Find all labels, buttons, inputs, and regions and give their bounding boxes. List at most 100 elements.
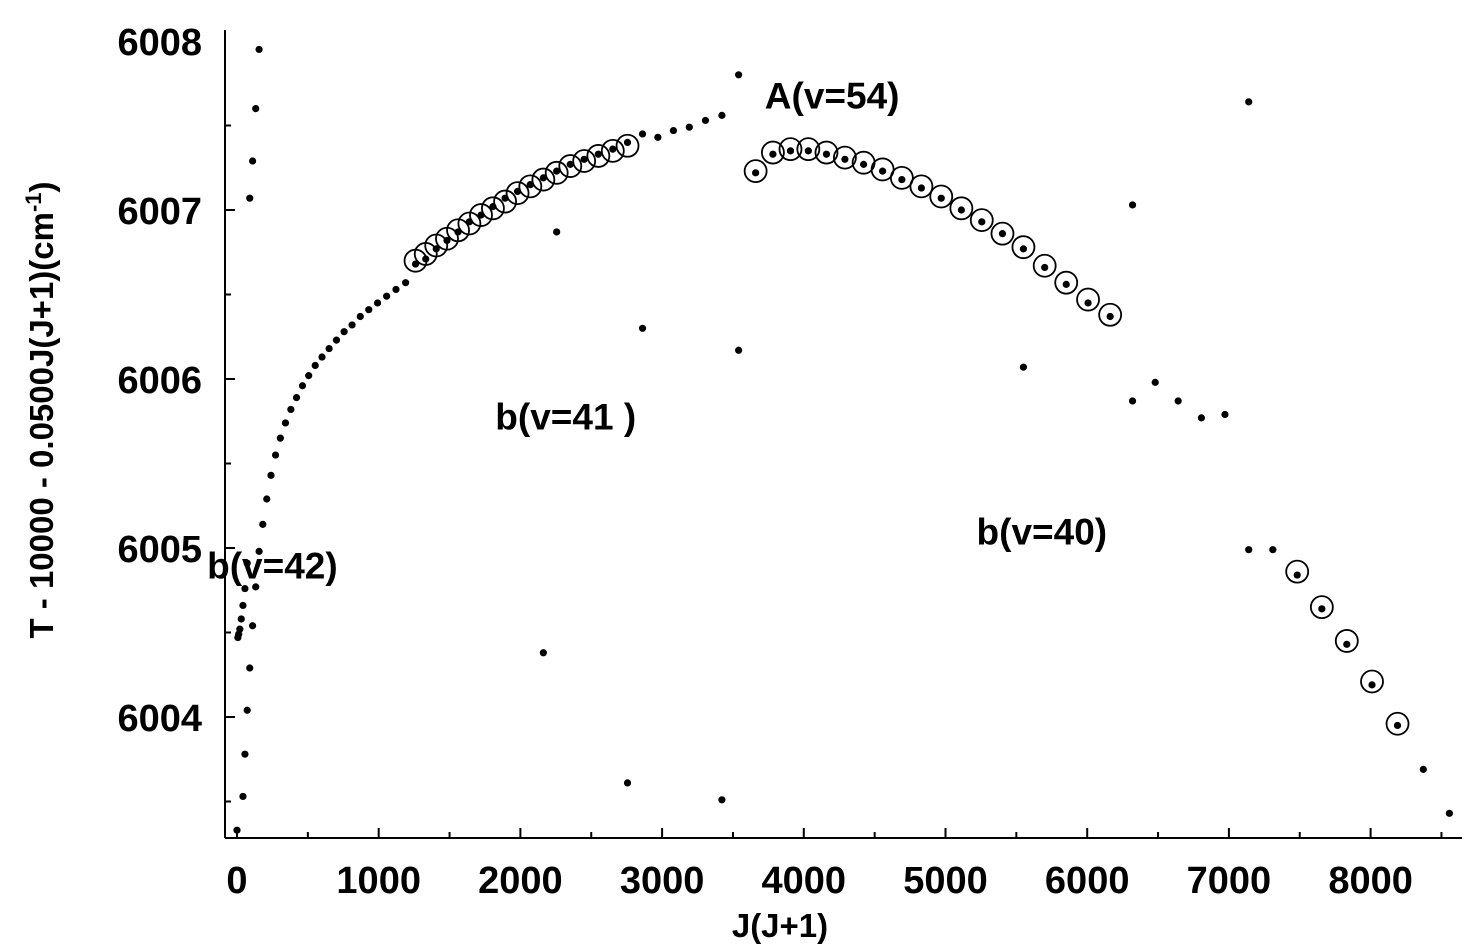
circled-point — [531, 167, 556, 192]
data-point — [298, 382, 307, 390]
circled-point — [761, 140, 785, 165]
data-point — [340, 328, 348, 336]
data-point — [1174, 397, 1182, 405]
x-tick-labels: 0 1000 2000 3000 4000 5000 6000 7000 8000 — [226, 860, 1412, 902]
data-point — [392, 285, 400, 294]
data-point — [365, 306, 373, 314]
circled-point — [1054, 270, 1079, 295]
data-point — [1445, 809, 1453, 817]
circled-point — [796, 137, 821, 162]
data-point — [237, 615, 245, 623]
dot-series — [233, 45, 1453, 834]
data-point — [654, 133, 662, 141]
data-point — [566, 160, 574, 168]
circled-point — [909, 174, 934, 199]
y-axis-title-superscript: -1 — [21, 192, 46, 212]
y-tick-label: 6006 — [117, 360, 202, 402]
data-point — [553, 167, 561, 175]
circled-point — [469, 203, 493, 227]
data-point — [1062, 280, 1070, 288]
data-point — [246, 664, 254, 672]
data-point — [241, 750, 249, 758]
annotation-label: b(v=41 ) — [495, 397, 636, 438]
data-point — [752, 169, 760, 177]
data-point — [638, 324, 647, 332]
data-point — [957, 206, 965, 214]
circled-point — [1032, 253, 1057, 278]
data-point — [239, 601, 247, 610]
data-point — [1245, 98, 1253, 106]
axis-ticks — [225, 124, 1443, 838]
circle-series — [403, 133, 1410, 736]
data-point — [373, 299, 382, 307]
x-tick-label: 6000 — [1045, 860, 1130, 902]
circled-point — [1360, 669, 1384, 694]
circled-point — [505, 181, 530, 206]
circled-point — [990, 221, 1015, 246]
x-tick-label: 7000 — [1187, 860, 1272, 902]
data-point — [248, 622, 257, 630]
circled-point — [743, 159, 768, 184]
annotation-label: b(v=42) — [207, 545, 338, 586]
x-tick-label: 4000 — [762, 860, 847, 902]
plot-frame — [224, 30, 1462, 839]
data-point — [878, 167, 887, 175]
x-tick-label: 2000 — [478, 860, 563, 902]
data-point — [623, 779, 632, 787]
data-point — [594, 150, 602, 158]
data-point — [252, 583, 260, 591]
y-axis-title-main: T - 10000 - 0.0500J(J+1)(cm — [23, 212, 60, 639]
circled-point — [1076, 287, 1100, 312]
data-point — [701, 116, 710, 125]
data-point — [1019, 245, 1028, 253]
data-point — [718, 796, 726, 804]
data-point — [937, 194, 945, 202]
data-point — [263, 495, 271, 503]
data-point — [539, 174, 547, 182]
circled-point — [969, 208, 994, 233]
data-point — [669, 126, 678, 135]
data-point — [243, 706, 251, 714]
data-point — [1197, 414, 1206, 422]
data-point — [332, 336, 341, 344]
data-point — [1151, 378, 1159, 386]
circled-point — [814, 140, 839, 165]
data-point — [246, 194, 254, 202]
data-point — [259, 520, 267, 528]
x-axis-title: J(J+1) — [732, 907, 828, 944]
data-point — [271, 451, 280, 459]
data-point — [348, 321, 356, 329]
circled-point — [572, 149, 597, 173]
circled-point — [949, 196, 974, 221]
data-point — [1368, 681, 1376, 689]
annotations: A(v=54) b(v=41 ) b(v=42) b(v=40) — [207, 76, 1107, 587]
data-point — [255, 547, 263, 555]
data-point — [1041, 263, 1049, 272]
data-point — [287, 405, 295, 414]
circled-point — [889, 165, 914, 190]
data-point — [1293, 571, 1301, 579]
y-tick-label: 6008 — [117, 22, 202, 64]
data-point — [804, 147, 812, 155]
data-point — [243, 559, 251, 567]
data-point — [233, 826, 241, 834]
data-point — [718, 111, 726, 119]
data-point — [609, 145, 617, 153]
x-tick-label: 8000 — [1328, 860, 1413, 902]
circled-point — [1285, 559, 1310, 584]
data-point — [917, 184, 926, 192]
y-axis-title-close: ) — [23, 181, 60, 192]
data-point — [769, 150, 777, 158]
data-point — [638, 130, 647, 138]
data-point — [898, 175, 906, 184]
data-point — [252, 105, 260, 113]
data-point — [1269, 546, 1277, 554]
data-point — [580, 155, 588, 163]
circled-point — [558, 154, 583, 178]
data-point — [1221, 410, 1229, 419]
data-point — [248, 157, 257, 165]
data-point — [553, 228, 561, 236]
circled-point — [778, 137, 803, 162]
data-point — [1318, 605, 1326, 613]
circled-point — [481, 196, 505, 221]
